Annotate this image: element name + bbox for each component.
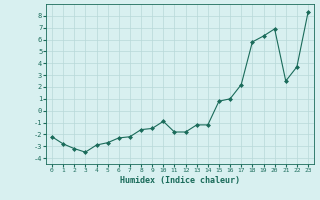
X-axis label: Humidex (Indice chaleur): Humidex (Indice chaleur) bbox=[120, 176, 240, 185]
